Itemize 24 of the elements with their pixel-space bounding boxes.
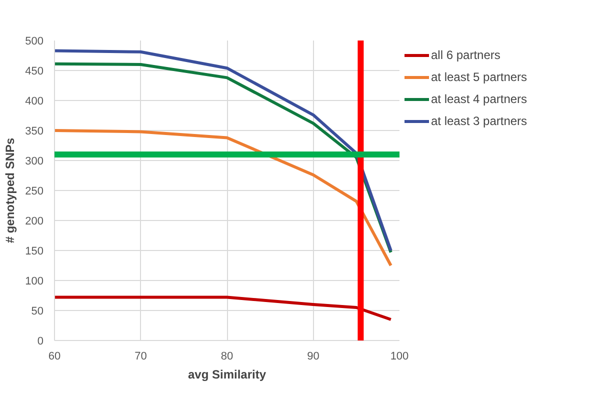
y-tick-label: 300 (25, 156, 44, 168)
x-tick-label: 60 (48, 350, 61, 362)
x-tick-label: 70 (134, 350, 147, 362)
y-tick-label: 200 (25, 216, 44, 228)
legend-label: at least 4 partners (431, 92, 528, 106)
y-tick-label: 500 (25, 36, 44, 48)
y-tick-label: 450 (25, 66, 44, 78)
x-tick-label: 80 (220, 350, 234, 362)
legend-label: at least 5 partners (431, 70, 528, 84)
y-tick-label: 150 (25, 246, 44, 258)
x-tick-label: 90 (307, 350, 320, 362)
legend-label: at least 3 partners (431, 114, 528, 128)
x-tick-label: 100 (390, 350, 409, 362)
x-axis-title: avg Similarity (188, 368, 266, 382)
y-tick-label: 250 (25, 186, 44, 198)
line-series (54, 129, 392, 267)
y-tick-label: 400 (25, 96, 44, 108)
y-tick-label: 0 (37, 336, 44, 348)
legend-label: all 6 partners (431, 48, 500, 62)
line-series (54, 296, 392, 321)
y-tick-label: 50 (31, 306, 44, 318)
y-tick-label: 100 (25, 276, 44, 288)
y-axis-title: # genotyped SNPs (3, 137, 18, 244)
y-tick-label: 350 (25, 126, 44, 138)
